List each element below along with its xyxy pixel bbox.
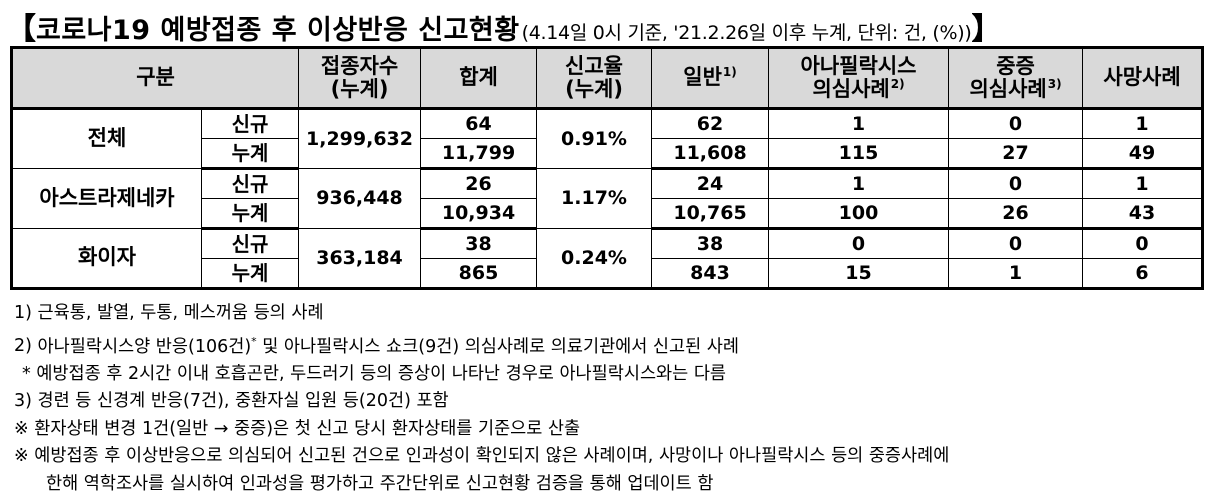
group-name: 전체	[11, 108, 202, 169]
footnote-marker: 2)	[14, 336, 32, 357]
cell-anaphylaxis: 1	[768, 168, 950, 199]
cell-severe: 0	[948, 108, 1084, 139]
footnote-marker: 3)	[14, 391, 32, 412]
header-severe: 중증 의심사례3)	[948, 47, 1084, 109]
reference-note-2: ※ 예방접종 후 이상반응으로 의심되어 신고된 건으로 인과성이 확인되지 않…	[14, 443, 1204, 471]
cell-severe: 27	[948, 138, 1084, 170]
cell-general: 10,765	[651, 198, 770, 230]
title-subtitle: (4.14일 0시 기준, '21.2.26일 이후 누계, 단위: 건, (%…	[521, 22, 972, 44]
cell-death: 6	[1082, 258, 1204, 289]
cell-death: 0	[1082, 228, 1204, 259]
cell-total: 64	[420, 108, 538, 139]
group-vaccinated: 363,184	[298, 228, 422, 289]
row-kind: 신규	[200, 168, 300, 199]
header-death: 사망사례	[1082, 47, 1204, 109]
cell-general: 38	[651, 228, 770, 259]
adverse-event-table: 구분 접종자수 (누계) 합계 신고율 (누계) 일반1) 아나필락시스 의심사례2)…	[10, 46, 1205, 290]
cell-general: 62	[651, 108, 770, 139]
table-row: 누계 10,934 10,765 100 26 43	[12, 198, 1204, 230]
group-vaccinated: 1,299,632	[298, 108, 422, 169]
title-open-bracket: 【	[6, 12, 36, 47]
footnote-text: 예방접종 후 2시간 이내 호흡곤란, 두드러기 등의 증상이 나타난 경우로 …	[36, 363, 727, 384]
header-report-rate: 신고율 (누계)	[536, 47, 653, 109]
footnote-text: 한해 역학조사를 실시하여 인과성을 평가하고 주간단위로 신고현황 검증을 통…	[46, 473, 714, 494]
footnote-2: 2) 아나필락시스양 반응(106건)* 및 아나필락시스 쇼크(9건) 의심사…	[14, 328, 1204, 361]
cell-severe: 0	[948, 168, 1084, 199]
cell-general: 11,608	[651, 138, 770, 170]
footnote-marker: *	[22, 363, 31, 384]
cell-anaphylaxis: 115	[768, 138, 950, 170]
title-main: 코로나19 예방접종 후 이상반응 신고현황	[36, 15, 520, 46]
table-row: 누계 865 843 15 1 6	[12, 258, 1204, 289]
table-row: 아스트라제네카 신규 936,448 26 1.17% 24 1 0 1	[11, 168, 1204, 229]
header-anaphylaxis: 아나필락시스 의심사례2)	[768, 47, 950, 109]
cell-total: 10,934	[420, 198, 538, 230]
group-name: 아스트라제네카	[11, 168, 202, 229]
header-category: 구분	[10, 47, 300, 109]
row-kind: 신규	[200, 228, 300, 259]
footnote-asterisk: *	[251, 334, 257, 348]
cell-severe: 26	[948, 198, 1084, 230]
footnote-marker: 1)	[14, 303, 32, 323]
cell-total: 865	[420, 258, 538, 289]
row-kind: 누계	[200, 138, 300, 170]
cell-total: 11,799	[420, 138, 538, 170]
reference-mark: ※	[14, 418, 29, 439]
table-header-row: 구분 접종자수 (누계) 합계 신고율 (누계) 일반1) 아나필락시스 의심사례2)…	[10, 47, 1204, 109]
table-row: 화이자 신규 363,184 38 0.24% 38 0 0 0	[11, 228, 1204, 289]
header-general: 일반1)	[651, 47, 770, 109]
footnote-text: 환자상태 변경 1건(일반 → 중증)은 첫 신고 당시 환자상태를 기준으로 …	[34, 418, 581, 439]
header-total: 합계	[420, 47, 538, 109]
footnote-text: 경련 등 신경계 반응(7건), 중환자실 입원 등(20건) 포함	[37, 391, 449, 412]
row-kind: 신규	[200, 108, 300, 139]
report-title: 【 코로나19 예방접종 후 이상반응 신고현황 (4.14일 0시 기준, '…	[6, 4, 1001, 47]
footnote-text: 예방접종 후 이상반응으로 의심되어 신고된 건으로 인과성이 확인되지 않은 …	[34, 446, 950, 467]
reference-note-1: ※ 환자상태 변경 1건(일반 → 중증)은 첫 신고 당시 환자상태를 기준으…	[14, 416, 1204, 444]
footnote-text: 아나필락시스양 반응(106건)	[37, 336, 252, 357]
reference-note-2-continued: 한해 역학조사를 실시하여 인과성을 평가하고 주간단위로 신고현황 검증을 통…	[14, 471, 1204, 499]
cell-general: 24	[651, 168, 770, 199]
group-rate: 0.91%	[536, 108, 653, 169]
cell-severe: 1	[948, 258, 1084, 289]
group-rate: 0.24%	[536, 228, 653, 289]
cell-death: 49	[1082, 138, 1204, 170]
footnote-1: 1) 근육통, 발열, 두통, 메스꺼움 등의 사례	[14, 300, 1204, 328]
table-row: 누계 11,799 11,608 115 27 49	[12, 138, 1204, 170]
title-close-bracket: 】	[971, 12, 1002, 47]
group-vaccinated: 936,448	[298, 168, 422, 229]
footnote-3: 3) 경련 등 신경계 반응(7건), 중환자실 입원 등(20건) 포함	[14, 388, 1204, 416]
group-rate: 1.17%	[536, 168, 653, 229]
cell-anaphylaxis: 1	[768, 108, 950, 139]
cell-death: 1	[1082, 168, 1204, 199]
footnote-text: 및 아나필락시스 쇼크(9건) 의심사례로 의료기관에서 신고된 사례	[256, 336, 739, 357]
cell-death: 1	[1082, 108, 1204, 139]
footnotes: 1) 근육통, 발열, 두통, 메스꺼움 등의 사례 2) 아나필락시스양 반응…	[14, 300, 1204, 498]
cell-anaphylaxis: 0	[768, 228, 950, 259]
cell-total: 26	[420, 168, 538, 199]
row-kind: 누계	[200, 198, 300, 230]
cell-death: 43	[1082, 198, 1204, 230]
cell-total: 38	[420, 228, 538, 259]
cell-anaphylaxis: 15	[768, 258, 950, 289]
cell-severe: 0	[948, 228, 1084, 259]
footnote-text: 근육통, 발열, 두통, 메스꺼움 등의 사례	[37, 303, 324, 323]
cell-anaphylaxis: 100	[768, 198, 950, 230]
footnote-asterisk-note: * 예방접종 후 2시간 이내 호흡곤란, 두드러기 등의 증상이 나타난 경우…	[14, 361, 1204, 389]
cell-general: 843	[651, 258, 770, 289]
table-row: 전체 신규 1,299,632 64 0.91% 62 1 0 1	[11, 108, 1204, 169]
reference-mark: ※	[14, 446, 29, 467]
group-name: 화이자	[11, 228, 202, 289]
row-kind: 누계	[200, 258, 300, 289]
header-vaccinated: 접종자수 (누계)	[298, 47, 422, 109]
